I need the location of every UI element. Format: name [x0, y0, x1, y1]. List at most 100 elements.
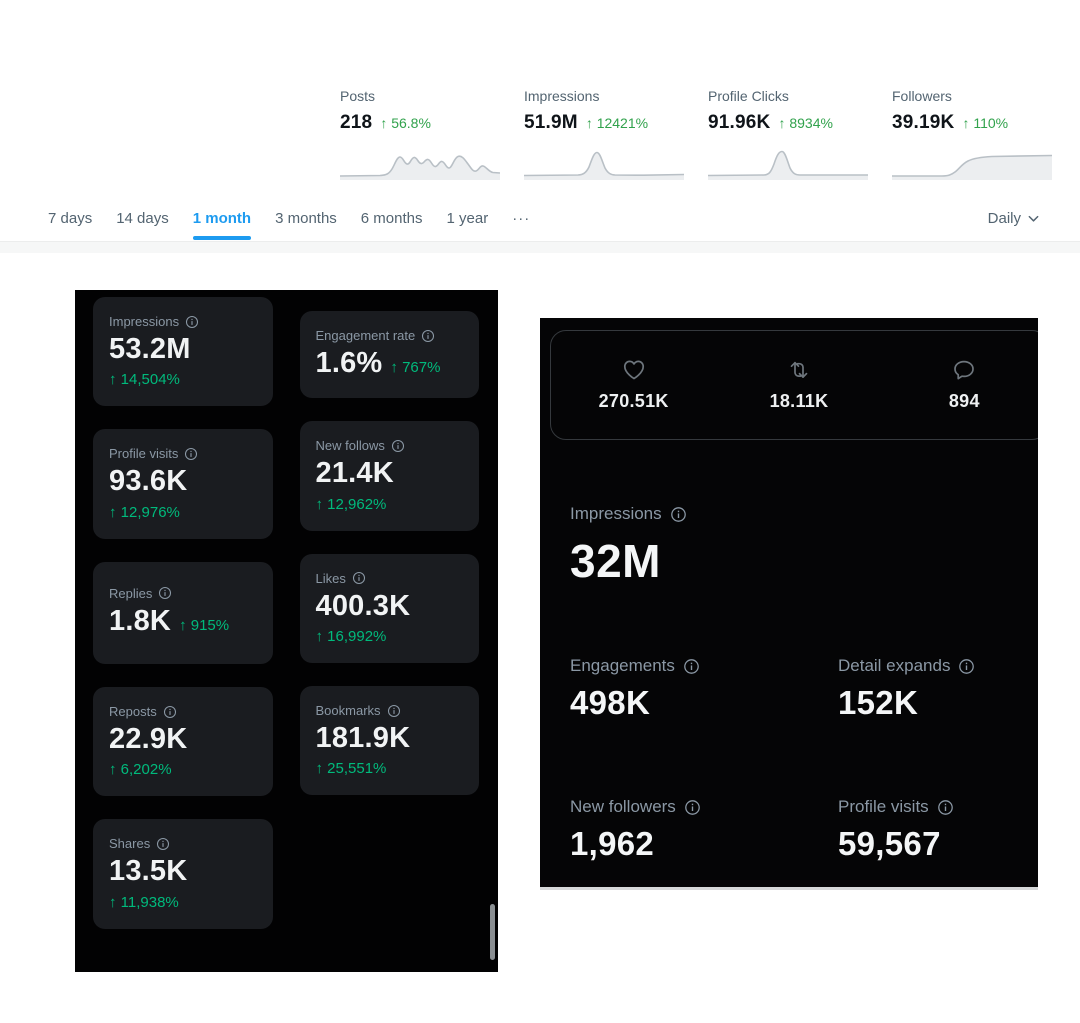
metric-change: ↑ 8934%: [778, 115, 833, 131]
info-icon[interactable]: [158, 586, 172, 600]
repost-icon: [790, 361, 808, 378]
info-icon[interactable]: [684, 799, 701, 816]
card-label: Replies: [109, 585, 153, 601]
period-tabs: 7 days 14 days 1 month 3 months 6 months…: [48, 210, 1040, 240]
card-change: ↑ 915%: [179, 616, 230, 634]
section-divider: [0, 241, 1080, 253]
new-follows-card: New follows 21.4K ↑ 12,962%: [299, 421, 479, 531]
info-icon[interactable]: [387, 704, 401, 718]
post-new-followers-stat: New followers 1,962: [570, 797, 701, 863]
info-icon[interactable]: [163, 705, 177, 719]
stat-value: 1,962: [570, 825, 655, 862]
card-change: ↑ 14,504%: [109, 371, 180, 389]
chevron-down-icon: [1028, 215, 1039, 222]
card-label: Bookmarks: [315, 703, 381, 719]
metric-value: 51.9M: [524, 112, 578, 133]
shares-card: Shares 13.5K ↑ 11,938%: [93, 819, 273, 929]
tab-7-days[interactable]: 7 days: [48, 210, 93, 227]
likes-count-item: 270.51K: [551, 358, 716, 412]
card-value: 400.3K: [315, 589, 411, 622]
post-engagements-stat: Engagements 498K: [570, 656, 700, 722]
card-value: 181.9K: [315, 722, 411, 755]
metric-change: ↑ 12421%: [585, 115, 649, 131]
info-icon[interactable]: [683, 658, 700, 675]
post-analytics-panel: 270.51K 18.11K 894: [540, 318, 1038, 890]
summary-metric-profile-clicks[interactable]: Profile Clicks 91.96K ↑ 8934%: [708, 88, 878, 180]
metric-change: ↑ 110%: [962, 115, 1009, 131]
replies-card: Replies 1.8K ↑ 915%: [93, 561, 273, 665]
profile-visits-card: Profile visits 93.6K ↑ 12,976%: [93, 429, 273, 539]
likes-card: Likes 400.3K ↑ 16,992%: [299, 553, 479, 664]
metrics-column-1: Impressions 53.2M ↑ 14,504% Profile visi…: [93, 297, 273, 929]
card-value: 21.4K: [315, 457, 394, 490]
stat-value: 32M: [570, 535, 661, 587]
info-icon[interactable]: [670, 506, 687, 523]
posts-sparkline-chart: [340, 155, 500, 180]
granularity-dropdown[interactable]: Daily: [988, 210, 1040, 227]
card-value: 93.6K: [109, 465, 188, 498]
info-icon[interactable]: [352, 571, 366, 585]
engagement-summary-bar: 270.51K 18.11K 894: [550, 330, 1038, 440]
monthly-metrics-panel: Impressions 53.2M ↑ 14,504% Profile visi…: [75, 290, 498, 972]
card-label: Reposts: [109, 704, 157, 720]
tab-14-days[interactable]: 14 days: [116, 210, 169, 227]
card-label: Likes: [315, 570, 346, 586]
metric-change: ↑ 56.8%: [380, 115, 431, 131]
card-label: Engagement rate: [315, 328, 416, 343]
metric-value: 91.96K: [708, 112, 771, 133]
metric-label: Posts: [340, 88, 376, 104]
card-change: ↑ 11,938%: [109, 893, 179, 911]
tab-1-month[interactable]: 1 month: [192, 210, 252, 240]
summary-metric-posts[interactable]: Posts 218 ↑ 56.8%: [340, 88, 510, 180]
post-impressions-stat: Impressions 32M: [570, 504, 687, 588]
replies-count-item: 894: [882, 358, 1038, 412]
stat-value: 59,567: [838, 825, 941, 862]
metrics-column-2: Engagement rate 1.6% ↑ 767% New follows …: [299, 311, 479, 929]
info-icon[interactable]: [184, 447, 198, 461]
impressions-card: Impressions 53.2M ↑ 14,504%: [93, 297, 273, 407]
profile-clicks-sparkline-chart: [708, 150, 868, 180]
summary-metric-impressions[interactable]: Impressions 51.9M ↑ 12421%: [524, 88, 694, 180]
reply-icon: [954, 360, 975, 380]
card-change: ↑ 25,551%: [315, 760, 387, 778]
followers-sparkline-chart: [892, 154, 1052, 180]
tab-1-year[interactable]: 1 year: [446, 210, 489, 227]
summary-metrics-row: Posts 218 ↑ 56.8% Impressions 51.9M ↑ 12…: [340, 88, 1076, 180]
card-change: ↑ 12,962%: [315, 495, 387, 513]
tab-3-months[interactable]: 3 months: [275, 210, 337, 227]
card-value: 1.6%: [315, 347, 383, 379]
info-icon[interactable]: [156, 837, 170, 851]
info-icon[interactable]: [958, 658, 975, 675]
info-icon[interactable]: [391, 439, 405, 453]
metric-value: 218: [340, 112, 373, 133]
likes-count: 270.51K: [598, 391, 669, 411]
more-periods-button[interactable]: ···: [512, 210, 531, 227]
card-change: ↑ 767%: [390, 359, 441, 376]
card-change: ↑ 12,976%: [109, 503, 180, 521]
tab-6-months[interactable]: 6 months: [360, 210, 423, 227]
stat-label: Detail expands: [838, 656, 951, 675]
reposts-count: 18.11K: [769, 391, 829, 411]
impressions-sparkline-chart: [524, 151, 684, 180]
summary-metric-followers[interactable]: Followers 39.19K ↑ 110%: [892, 88, 1062, 180]
info-icon[interactable]: [937, 799, 954, 816]
card-value: 1.8K: [109, 604, 172, 637]
card-label: Profile visits: [109, 446, 179, 462]
card-label: Shares: [109, 836, 151, 852]
post-profile-visits-stat: Profile visits 59,567: [838, 797, 954, 863]
bookmarks-card: Bookmarks 181.9K ↑ 25,551%: [299, 686, 479, 796]
metric-value: 39.19K: [892, 112, 955, 133]
metric-label: Followers: [892, 88, 952, 104]
stat-label: New followers: [570, 797, 676, 816]
stat-value: 498K: [570, 684, 651, 721]
info-icon[interactable]: [185, 315, 199, 329]
stat-label: Impressions: [570, 504, 662, 523]
stat-value: 152K: [838, 684, 919, 721]
left-panel-scrollbar[interactable]: [490, 904, 495, 960]
card-label: New follows: [315, 438, 385, 454]
stat-label: Engagements: [570, 656, 675, 675]
granularity-selected-value: Daily: [987, 210, 1021, 227]
card-value: 13.5K: [109, 855, 188, 888]
info-icon[interactable]: [421, 329, 435, 343]
